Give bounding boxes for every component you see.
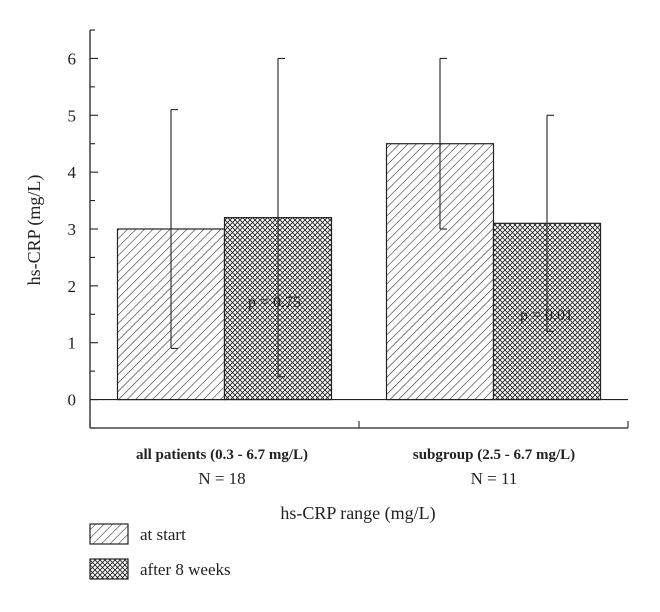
category-n-subgroup: N = 11 xyxy=(471,469,518,488)
x-axis-label: hs-CRP range (mg/L) xyxy=(280,503,435,524)
legend-swatch-at-start xyxy=(89,523,129,545)
p-value-all-patients: p = 0.75 xyxy=(248,294,301,311)
legend-label-at-start: at start xyxy=(140,525,186,544)
y-tick-label: 2 xyxy=(68,277,77,296)
y-tick-label: 4 xyxy=(68,163,77,182)
legend-swatch-after-8-weeks xyxy=(89,558,129,580)
y-tick-label: 3 xyxy=(68,220,77,239)
legend-label-after-8-weeks: after 8 weeks xyxy=(140,560,231,579)
y-tick-label: 5 xyxy=(68,106,77,125)
y-tick-label: 6 xyxy=(68,49,77,68)
y-axis-label: hs-CRP (mg/L) xyxy=(24,175,45,286)
category-n-all-patients: N = 18 xyxy=(198,469,245,488)
legend: at start after 8 weeks xyxy=(89,523,231,580)
y-tick-label: 1 xyxy=(68,334,77,353)
p-value-subgroup: p = 0.01 xyxy=(520,307,573,324)
category-label-all-patients: all patients (0.3 - 6.7 mg/L) xyxy=(136,447,308,463)
category-label-subgroup: subgroup (2.5 - 6.7 mg/L) xyxy=(413,447,575,463)
y-tick-label: 0 xyxy=(68,391,77,410)
